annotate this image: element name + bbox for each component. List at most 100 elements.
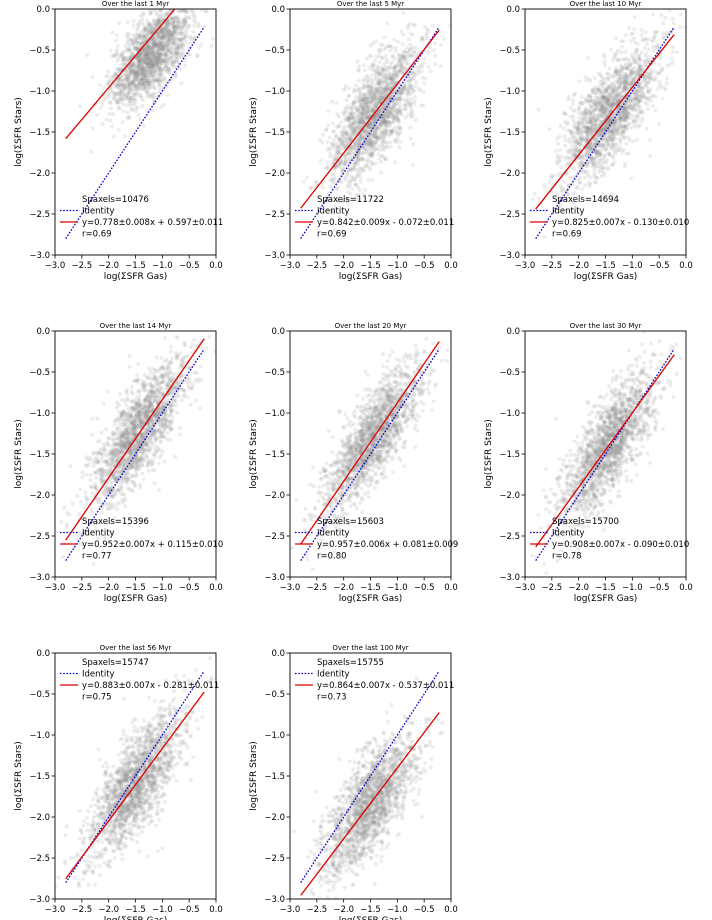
scatter-point [366, 124, 371, 129]
scatter-point [405, 112, 410, 117]
scatter-point [173, 53, 177, 57]
scatter-point [122, 133, 127, 138]
scatter-point [164, 51, 169, 56]
scatter-point [172, 16, 177, 21]
scatter-point [123, 49, 128, 54]
scatter-point [109, 106, 114, 111]
scatter-point [136, 33, 140, 37]
scatter-point [134, 77, 138, 82]
scatter-point [629, 52, 634, 57]
scatter-point [597, 161, 601, 166]
scatter-point [370, 67, 375, 72]
scatter-point [159, 68, 163, 73]
scatter-point [377, 144, 381, 149]
scatter-point [144, 54, 149, 59]
scatter-point [161, 58, 166, 62]
scatter-point [137, 82, 142, 87]
scatter-point [166, 36, 171, 41]
scatter-point [397, 110, 402, 115]
scatter-point [137, 46, 141, 51]
scatter-point [147, 72, 152, 77]
scatter-point [166, 26, 171, 31]
scatter-point [170, 37, 175, 42]
scatter-point [369, 99, 374, 104]
scatter-point [376, 111, 381, 116]
scatter-point [344, 98, 349, 103]
scatter-point [138, 51, 143, 56]
scatter-point [156, 43, 161, 47]
scatter-point [164, 20, 169, 24]
scatter-point [399, 127, 403, 132]
scatter-point [123, 43, 128, 48]
scatter-point [639, 33, 644, 38]
scatter-point [635, 113, 639, 118]
scatter-point [129, 106, 134, 111]
scatter-point [585, 163, 590, 168]
scatter-point [149, 63, 154, 68]
scatter-point [601, 165, 606, 170]
scatter-point [156, 48, 161, 52]
scatter-point [381, 104, 385, 109]
scatter-point [162, 53, 167, 57]
scatter-point [147, 40, 152, 45]
scatter-point [130, 51, 135, 56]
scatter-point [373, 100, 378, 105]
scatter-point [356, 78, 361, 83]
scatter-point [155, 33, 160, 38]
scatter-point [145, 56, 150, 61]
scatter-point [146, 51, 151, 56]
x-tick-label: −2.5 [72, 261, 93, 271]
scatter-point [179, 21, 184, 26]
scatter-point [115, 67, 120, 71]
scatter-point [141, 39, 146, 43]
scatter-point [144, 52, 149, 57]
scatter-point [613, 36, 618, 41]
scatter-point [140, 73, 145, 78]
scatter-point [415, 68, 420, 73]
scatter-point [116, 67, 121, 72]
scatter-point [125, 20, 130, 25]
scatter-point [418, 88, 423, 93]
scatter-point [370, 96, 375, 101]
scatter-point [619, 39, 624, 44]
scatter-point [177, 38, 182, 43]
scatter-point [171, 22, 176, 27]
scatter-point [147, 45, 152, 50]
scatter-point [364, 111, 369, 116]
scatter-point [166, 26, 171, 31]
scatter-point [358, 176, 363, 180]
scatter-point [405, 61, 410, 66]
scatter-point [359, 120, 364, 125]
scatter-point [394, 94, 399, 99]
scatter-point [140, 69, 145, 74]
x-tick-label: −1.5 [360, 261, 381, 271]
scatter-point [367, 122, 371, 127]
scatter-point [623, 124, 628, 129]
scatter-point [176, 24, 181, 29]
scatter-point [155, 42, 160, 47]
scatter-point [159, 55, 164, 60]
scatter-point [333, 148, 338, 153]
scatter-point [153, 43, 158, 48]
scatter-point [117, 90, 122, 95]
scatter-point [143, 30, 147, 35]
scatter-point [161, 102, 166, 107]
scatter-point [386, 72, 391, 77]
scatter-point [411, 72, 416, 77]
scatter-point [155, 34, 160, 38]
scatter-point [359, 116, 364, 120]
scatter-point [139, 65, 144, 70]
scatter-point [142, 86, 147, 91]
scatter-point [180, 20, 184, 25]
scatter-point [150, 50, 155, 55]
scatter-point [166, 57, 171, 62]
scatter-point [405, 26, 410, 31]
scatter-point [148, 26, 153, 31]
scatter-point [135, 74, 140, 79]
scatter-point [168, 55, 173, 60]
scatter-point [159, 43, 164, 48]
scatter-point [131, 96, 136, 101]
scatter-point [412, 102, 417, 107]
scatter-point [163, 22, 167, 27]
